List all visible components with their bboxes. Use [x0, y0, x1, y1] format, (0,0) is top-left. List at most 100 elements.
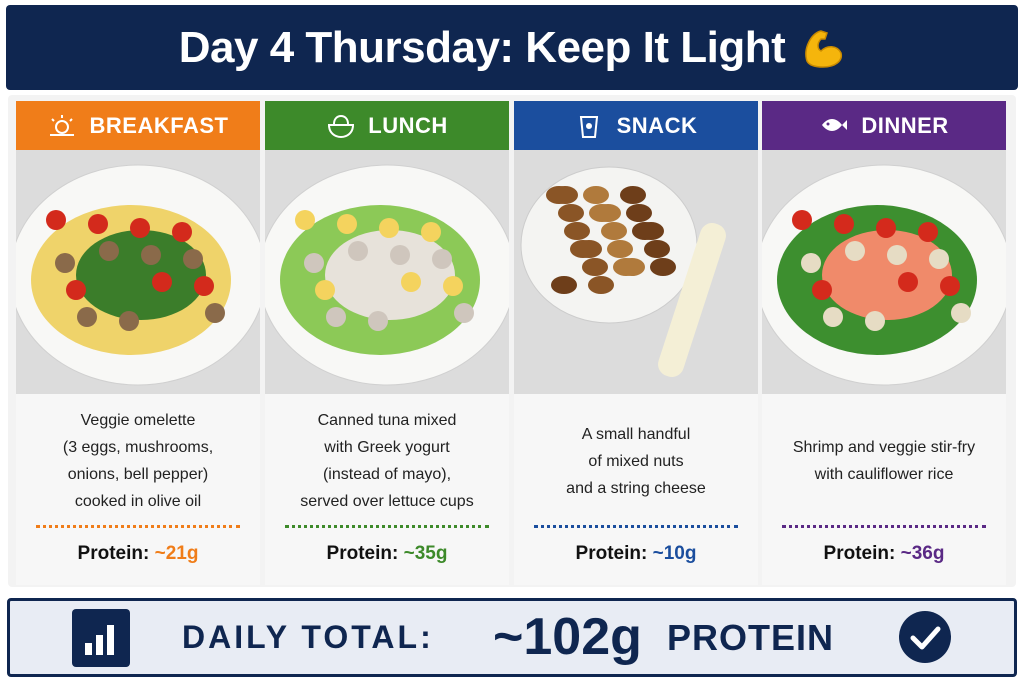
muscle-icon [805, 29, 843, 68]
meal-photo [265, 150, 509, 394]
food-piece [46, 210, 66, 230]
food-piece [390, 245, 410, 265]
nut [601, 222, 627, 240]
description-line: A small handful [581, 425, 691, 443]
total-value: ~102g [493, 608, 642, 666]
food-piece [812, 280, 832, 300]
food-piece [304, 253, 324, 273]
meal-icon [328, 114, 355, 138]
food-piece [368, 311, 388, 331]
food-piece [421, 222, 441, 242]
food-piece [845, 241, 865, 261]
description-line: with Greek yogurt [324, 439, 450, 456]
food-piece [66, 280, 86, 300]
description-line: Veggie omelette [80, 412, 196, 429]
nut [588, 276, 614, 294]
food-piece [918, 222, 938, 242]
cheese [658, 223, 726, 377]
food [76, 230, 206, 320]
total-label: DAILY TOTAL: [182, 619, 434, 655]
food-piece [887, 245, 907, 265]
protein: Protein: ~35g [265, 543, 509, 565]
food-piece [823, 307, 843, 327]
total-unit: PROTEIN [667, 617, 835, 658]
protein: Protein: ~21g [16, 543, 260, 565]
nut [619, 258, 645, 276]
food [325, 230, 455, 320]
food-piece [194, 276, 214, 296]
food-piece [401, 272, 421, 292]
nut [650, 258, 676, 276]
meal-header: LUNCH [265, 101, 509, 150]
meal-label: SNACK [616, 112, 698, 138]
protein-label: Protein: [575, 543, 648, 564]
check-icon [899, 611, 951, 663]
food-piece [951, 303, 971, 323]
meal-card: SNACK A small handful of mixed nuts and a s… [514, 101, 758, 585]
nut [552, 186, 578, 204]
food-piece [454, 303, 474, 323]
food-piece [205, 303, 225, 323]
protein-label: Protein: [77, 543, 150, 564]
food-piece [99, 241, 119, 261]
protein: Protein: ~36g [762, 543, 1006, 565]
meal-description: A small handful of mixed nuts and a string… [514, 401, 758, 521]
food-piece [834, 214, 854, 234]
meal-photo [762, 150, 1006, 394]
description-line: with cauliflower rice [814, 466, 954, 483]
description-line: onions, bell pepper) [67, 466, 209, 483]
food [822, 230, 952, 320]
food-piece [183, 249, 203, 269]
food-piece [315, 280, 335, 300]
food-piece [876, 218, 896, 238]
description-line: Shrimp and veggie stir-fry [792, 439, 976, 456]
meal-card: BREAKFAST Veggie omelette (3 eggs, mushroo… [16, 101, 260, 585]
protein-value: ~10g [652, 543, 697, 564]
nut [644, 240, 670, 258]
food-piece [88, 214, 108, 234]
protein-value: ~36g [900, 543, 945, 564]
chart-icon [72, 609, 130, 667]
footer: DAILY TOTAL: ~102g PROTEIN [7, 598, 1017, 677]
description-line: served over lettuce cups [300, 493, 474, 510]
food-piece [929, 249, 949, 269]
meal-icon [822, 118, 848, 131]
meal-label: DINNER [861, 112, 949, 138]
divider [782, 525, 986, 528]
food-piece [432, 249, 452, 269]
meal-icon [49, 114, 74, 136]
meal-label: BREAKFAST [89, 112, 229, 138]
food-piece [379, 218, 399, 238]
meal-header: DINNER [762, 101, 1006, 150]
divider [36, 525, 240, 528]
nut [638, 222, 664, 240]
divider [534, 525, 738, 528]
meal-header: SNACK [514, 101, 758, 150]
food-piece [865, 311, 885, 331]
meal-photo [514, 150, 758, 394]
nut [620, 186, 646, 204]
protein-label: Protein: [326, 543, 399, 564]
food-piece [130, 218, 150, 238]
food-piece [801, 253, 821, 273]
meal-header: BREAKFAST [16, 101, 260, 150]
nut [551, 276, 577, 294]
nut [583, 186, 609, 204]
protein: Protein: ~10g [514, 543, 758, 565]
meal-description: Canned tuna mixed with Greek yogurt (inste… [265, 401, 509, 521]
food-piece [77, 307, 97, 327]
title: Day 4 Thursday: Keep It Light [178, 22, 786, 72]
food-piece [152, 272, 172, 292]
nut [626, 204, 652, 222]
food-piece [172, 222, 192, 242]
food-piece [443, 276, 463, 296]
meal-description: Shrimp and veggie stir-fry with cauliflow… [762, 401, 1006, 521]
header: Day 4 Thursday: Keep It Light [6, 5, 1018, 90]
nut [582, 258, 608, 276]
food-piece [141, 245, 161, 265]
nut [564, 222, 590, 240]
nut [607, 240, 633, 258]
food-piece [119, 311, 139, 331]
food-piece [337, 214, 357, 234]
